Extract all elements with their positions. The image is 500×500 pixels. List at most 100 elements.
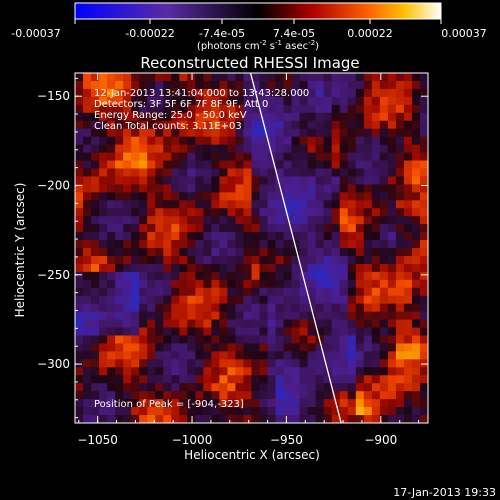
- heatmap-pixel: [179, 327, 188, 337]
- heatmap-pixel: [155, 415, 164, 423]
- heatmap-pixel: [147, 335, 156, 345]
- heatmap-pixel: [339, 136, 349, 146]
- heatmap-pixel: [363, 144, 373, 154]
- heatmap-pixel: [211, 287, 221, 297]
- heatmap-pixel: [179, 168, 188, 177]
- heatmap-pixel: [235, 248, 245, 257]
- heatmap-pixel: [251, 128, 261, 138]
- heatmap-pixel: [235, 367, 245, 376]
- heatmap-pixel: [395, 128, 405, 138]
- heatmap-pixel: [203, 383, 212, 392]
- heatmap-pixel: [107, 279, 116, 289]
- heatmap-pixel: [179, 415, 188, 423]
- heatmap-pixel: [267, 279, 277, 289]
- heatmap-pixel: [395, 112, 405, 122]
- heatmap-pixel: [355, 184, 365, 193]
- heatmap-pixel: [83, 327, 92, 337]
- heatmap-pixel: [123, 271, 132, 281]
- heatmap-pixel: [91, 96, 100, 106]
- heatmap-pixel: [107, 216, 116, 225]
- info-line-counts: Clean Total counts: 3.11E+03: [94, 121, 242, 132]
- heatmap-pixel: [243, 168, 253, 177]
- heatmap-pixel: [283, 391, 293, 400]
- heatmap-pixel: [195, 383, 204, 392]
- heatmap-pixel: [299, 128, 309, 138]
- heatmap-pixel: [395, 303, 405, 313]
- heatmap-pixel: [91, 415, 100, 423]
- heatmap-pixel: [315, 407, 325, 416]
- heatmap-pixel: [211, 383, 221, 392]
- heatmap-pixel: [259, 359, 269, 368]
- heatmap-pixel: [99, 240, 108, 249]
- heatmap-pixel: [371, 192, 381, 201]
- heatmap-pixel: [123, 120, 132, 130]
- heatmap-pixel: [307, 168, 317, 177]
- heatmap-pixel: [347, 144, 357, 154]
- heatmap-pixel: [91, 407, 100, 416]
- heatmap-pixel: [403, 176, 413, 185]
- heatmap-pixel: [387, 248, 397, 257]
- heatmap-pixel: [371, 104, 381, 114]
- heatmap-pixel: [371, 96, 381, 106]
- heatmap-pixel: [323, 112, 333, 122]
- heatmap-pixel: [227, 104, 237, 114]
- heatmap-pixel: [139, 144, 148, 154]
- heatmap-pixel: [259, 343, 269, 352]
- heatmap-pixel: [355, 128, 365, 138]
- heatmap-pixel: [99, 192, 108, 201]
- heatmap-pixel: [331, 152, 341, 162]
- heatmap-pixel: [315, 128, 325, 138]
- heatmap-pixel: [419, 104, 428, 114]
- heatmap-pixel: [323, 152, 333, 162]
- heatmap-pixel: [387, 208, 397, 217]
- heatmap-pixel: [363, 80, 373, 90]
- heatmap-pixel: [203, 152, 212, 162]
- heatmap-pixel: [363, 96, 373, 106]
- heatmap-pixel: [299, 232, 309, 241]
- heatmap-pixel: [411, 144, 421, 154]
- heatmap-pixel: [299, 120, 309, 130]
- heatmap-pixel: [227, 200, 237, 209]
- heatmap-pixel: [379, 73, 389, 82]
- heatmap-pixel: [315, 232, 325, 241]
- heatmap-pixel: [403, 73, 413, 82]
- heatmap-pixel: [363, 248, 373, 257]
- heatmap-pixel: [187, 192, 196, 201]
- heatmap-pixel: [139, 128, 148, 138]
- heatmap-pixel: [219, 271, 229, 281]
- heatmap-pixel: [155, 271, 164, 281]
- heatmap-pixel: [195, 216, 204, 225]
- heatmap-pixel: [123, 200, 132, 209]
- heatmap-pixel: [419, 88, 428, 98]
- heatmap-pixel: [187, 104, 196, 114]
- heatmap-pixel: [267, 184, 277, 193]
- heatmap-pixel: [267, 335, 277, 345]
- heatmap-pixel: [347, 73, 357, 82]
- heatmap-pixel: [387, 88, 397, 98]
- heatmap-pixel: [179, 240, 188, 249]
- heatmap-pixel: [283, 144, 293, 154]
- heatmap-pixel: [155, 407, 164, 416]
- colorbar-tick-label: 0.00022: [347, 27, 393, 40]
- heatmap-pixel: [115, 367, 124, 376]
- heatmap-pixel: [163, 208, 172, 217]
- heatmap-pixel: [131, 279, 140, 289]
- heatmap-pixel: [403, 367, 413, 376]
- heatmap-pixel: [395, 351, 405, 360]
- heatmap-pixel: [291, 128, 301, 138]
- heatmap-pixel: [123, 279, 132, 289]
- heatmap-pixel: [155, 399, 164, 408]
- heatmap-pixel: [331, 391, 341, 400]
- heatmap-pixel: [403, 128, 413, 138]
- heatmap-pixel: [395, 295, 405, 305]
- heatmap-pixel: [419, 80, 428, 90]
- heatmap-pixel: [299, 248, 309, 257]
- heatmap-pixel: [251, 375, 261, 384]
- heatmap-pixel: [291, 216, 301, 225]
- heatmap-pixel: [171, 263, 180, 273]
- heatmap-pixel: [227, 216, 237, 225]
- heatmap-pixel: [299, 399, 309, 408]
- heatmap-pixel: [259, 271, 269, 281]
- heatmap-pixel: [363, 311, 373, 321]
- heatmap-pixel: [131, 351, 140, 360]
